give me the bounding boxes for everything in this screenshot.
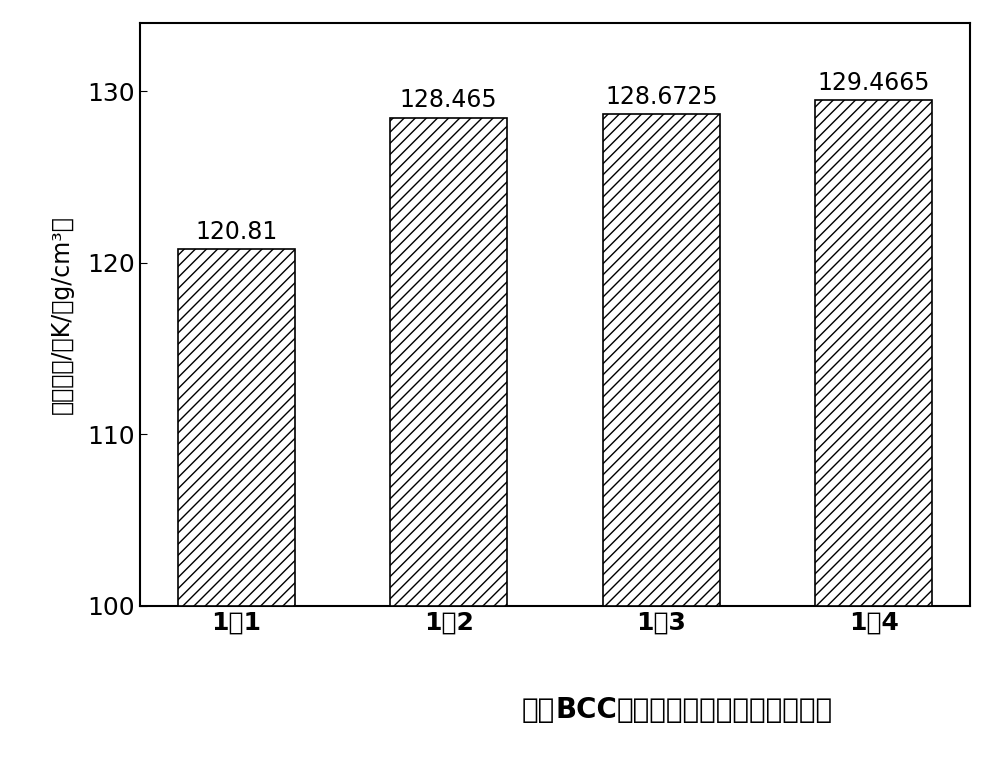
Bar [390, 117, 507, 606]
Text: BCC: BCC [555, 696, 617, 724]
Bar [178, 249, 295, 606]
Y-axis label: 隔热系数/（K/（g/cm³）: 隔热系数/（K/（g/cm³） [49, 215, 74, 413]
Text: 外围: 外围 [522, 696, 555, 724]
Text: 128.6725: 128.6725 [605, 85, 718, 109]
Text: 128.465: 128.465 [400, 89, 498, 113]
Bar [815, 101, 932, 606]
Text: 单胞与内部正八面体单胞比值: 单胞与内部正八面体单胞比值 [617, 696, 833, 724]
Bar [603, 114, 720, 606]
Text: 120.81: 120.81 [195, 220, 277, 244]
Text: 129.4665: 129.4665 [818, 71, 930, 95]
